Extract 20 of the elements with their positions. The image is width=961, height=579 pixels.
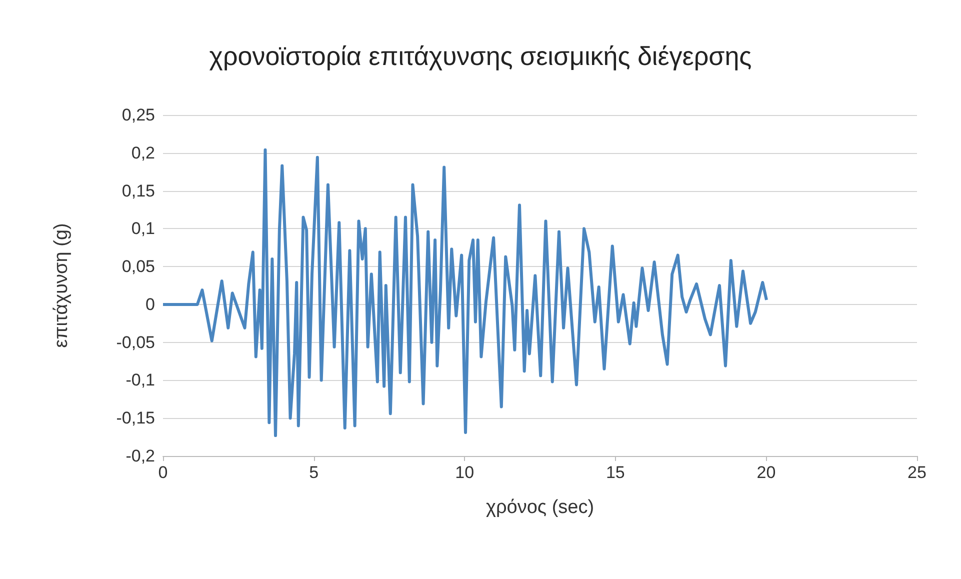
line-series [162, 148, 768, 438]
y-tick-label: 0,05 [122, 257, 155, 276]
x-tick-label: 15 [606, 463, 625, 482]
y-axis-title: επιτάχυνση (g) [51, 223, 72, 348]
y-tick-label: -0,2 [126, 446, 155, 466]
y-tick-label: -0,15 [116, 408, 155, 428]
x-tick-label: 20 [756, 463, 776, 482]
y-tick-label: 0 [146, 294, 155, 314]
x-tick-label: 0 [158, 463, 168, 482]
x-tick-label: 25 [908, 463, 926, 482]
chart-title: χρονοϊστορία επιτάχυνσης σεισμικής διέγερσης [209, 41, 752, 71]
y-tick-label: 0,15 [122, 181, 155, 200]
y-tick-label: 0,25 [122, 106, 155, 124]
y-tick-label: 0,1 [131, 219, 155, 238]
x-tick-label: 10 [455, 463, 474, 482]
x-tick-label: 5 [309, 463, 319, 482]
y-tick-label: -0,05 [116, 332, 155, 352]
x-axis-title: χρόνος (sec) [486, 497, 594, 518]
y-tick-label: -0,1 [126, 370, 155, 390]
y-tick-label: 0,2 [131, 143, 155, 162]
